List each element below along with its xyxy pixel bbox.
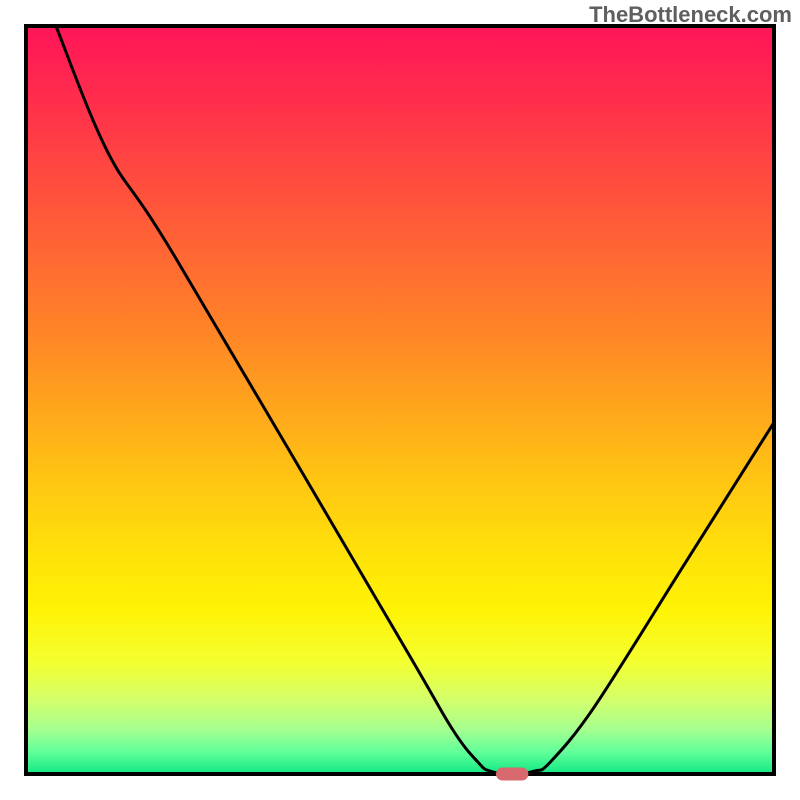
chart-svg xyxy=(0,0,800,800)
watermark-text: TheBottleneck.com xyxy=(589,2,792,28)
plot-background xyxy=(26,26,774,774)
bottleneck-chart: TheBottleneck.com xyxy=(0,0,800,800)
optimum-marker xyxy=(496,768,527,780)
